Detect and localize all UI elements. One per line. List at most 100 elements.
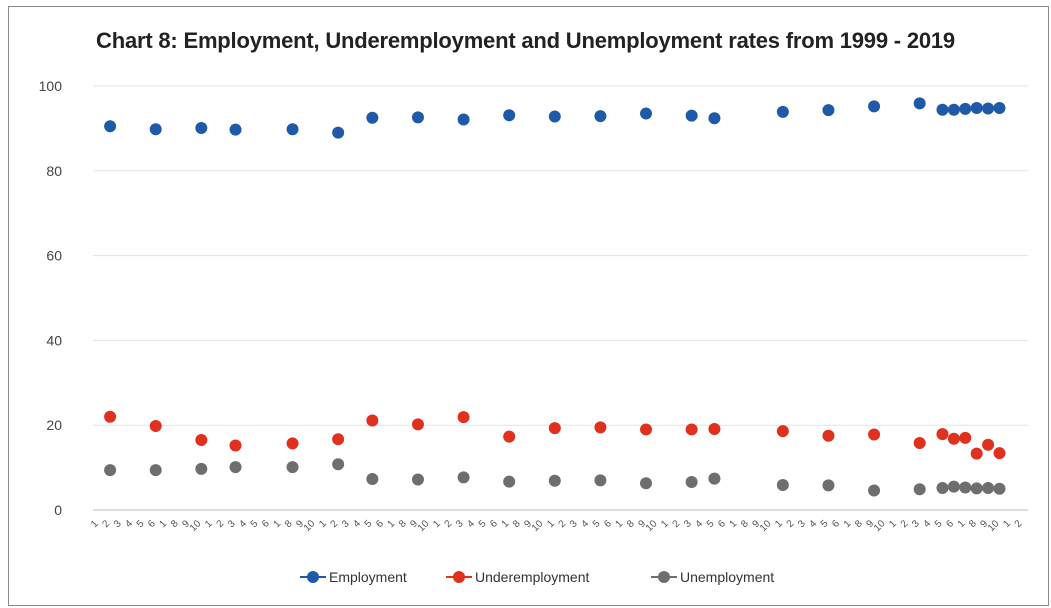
- x-tick-label: 8: [169, 518, 181, 530]
- x-tick-label: 5: [249, 518, 261, 530]
- y-tick-label: 20: [46, 417, 62, 433]
- x-tick-label: 10: [188, 518, 204, 534]
- data-point: [503, 109, 516, 122]
- data-point: [594, 421, 607, 434]
- data-point: [993, 447, 1006, 460]
- x-tick-label: 6: [374, 518, 386, 530]
- data-point: [594, 110, 607, 123]
- x-tick-label: 10: [986, 518, 1002, 534]
- data-point: [149, 420, 162, 433]
- data-point: [548, 110, 561, 123]
- x-tick-label: 1: [317, 518, 329, 530]
- x-tick-label: 5: [477, 518, 489, 530]
- series-underemployment: [104, 410, 1006, 460]
- x-tick-label: 1: [386, 518, 398, 530]
- x-tick-label: 6: [716, 518, 728, 530]
- data-point: [776, 425, 789, 438]
- data-point: [913, 97, 926, 110]
- data-point: [503, 430, 516, 443]
- data-point: [411, 418, 424, 431]
- chart-title: Chart 8: Employment, Underemployment and…: [96, 28, 955, 53]
- data-point: [594, 474, 607, 487]
- data-point: [104, 464, 117, 477]
- data-point: [457, 411, 470, 424]
- data-point: [685, 109, 698, 122]
- data-point: [776, 478, 789, 491]
- x-tick-label: 5: [591, 518, 603, 530]
- legend-item-employment: Employment: [300, 569, 407, 585]
- data-point: [868, 484, 881, 497]
- x-tick-label: 3: [226, 518, 238, 530]
- x-tick-label: 4: [123, 518, 135, 530]
- x-tick-label: 2: [443, 518, 455, 530]
- x-tick-label: 3: [910, 518, 922, 530]
- x-tick-label: 2: [1013, 518, 1025, 530]
- data-point: [229, 439, 242, 452]
- x-tick-label: 1: [545, 518, 557, 530]
- x-tick-label: 2: [785, 518, 797, 530]
- data-point: [970, 447, 983, 460]
- data-point: [366, 111, 379, 124]
- x-tick-label: 10: [416, 518, 432, 534]
- x-tick-label: 2: [557, 518, 569, 530]
- x-tick-label: 3: [796, 518, 808, 530]
- data-point: [936, 103, 949, 116]
- data-point: [959, 481, 972, 494]
- data-point: [332, 433, 345, 446]
- data-points: [104, 97, 1006, 497]
- x-tick-label: 5: [933, 518, 945, 530]
- data-point: [913, 437, 926, 450]
- x-tick-label: 10: [758, 518, 774, 534]
- x-tick-label: 3: [568, 518, 580, 530]
- y-axis-tick-labels: 0 20 40 60 80 100: [39, 78, 63, 518]
- data-point: [982, 102, 995, 115]
- data-point: [457, 471, 470, 484]
- data-point: [776, 105, 789, 118]
- data-point: [286, 437, 299, 450]
- data-point: [708, 472, 721, 485]
- x-tick-label: 4: [921, 518, 933, 530]
- data-point: [229, 461, 242, 474]
- x-tick-label: 1: [1001, 518, 1013, 530]
- x-tick-label: 4: [807, 518, 819, 530]
- data-point: [286, 123, 299, 136]
- x-tick-label: 1: [89, 518, 101, 530]
- legend-item-underemployment: Underemployment: [446, 569, 589, 585]
- legend-marker: [307, 571, 319, 583]
- data-point: [149, 464, 162, 477]
- x-tick-label: 8: [739, 518, 751, 530]
- x-tick-label: 1: [614, 518, 626, 530]
- data-point: [195, 121, 208, 134]
- data-point: [195, 462, 208, 475]
- x-tick-label: 1: [158, 518, 170, 530]
- x-tick-label: 10: [644, 518, 660, 534]
- data-point: [708, 423, 721, 436]
- data-point: [640, 423, 653, 436]
- data-point: [959, 431, 972, 444]
- y-tick-label: 0: [54, 502, 62, 518]
- x-tick-label: 4: [237, 518, 249, 530]
- x-tick-label: 1: [659, 518, 671, 530]
- data-point: [685, 423, 698, 436]
- x-tick-label: 8: [397, 518, 409, 530]
- legend-label: Underemployment: [475, 569, 589, 585]
- data-point: [411, 473, 424, 486]
- x-tick-label: 1: [887, 518, 899, 530]
- x-tick-label: 1: [272, 518, 284, 530]
- y-tick-label: 100: [39, 78, 63, 94]
- data-point: [822, 104, 835, 117]
- data-point: [548, 474, 561, 487]
- y-tick-label: 80: [46, 163, 62, 179]
- x-tick-label: 10: [872, 518, 888, 534]
- y-tick-label: 60: [46, 248, 62, 264]
- x-tick-label: 2: [101, 518, 113, 530]
- y-tick-label: 40: [46, 332, 62, 348]
- data-point: [936, 481, 949, 494]
- data-point: [104, 120, 117, 133]
- x-tick-label: 1: [956, 518, 968, 530]
- x-tick-label: 1: [431, 518, 443, 530]
- data-point: [457, 113, 470, 126]
- x-axis-tick-labels: 1 2 3 4 5 6 1 8 910 1 2 3 4 5 6 1 8 910 1 2 3 4 5 6 1 8 910 1 2 3 4 5 6 1…: [89, 518, 1025, 534]
- series-employment: [104, 97, 1006, 139]
